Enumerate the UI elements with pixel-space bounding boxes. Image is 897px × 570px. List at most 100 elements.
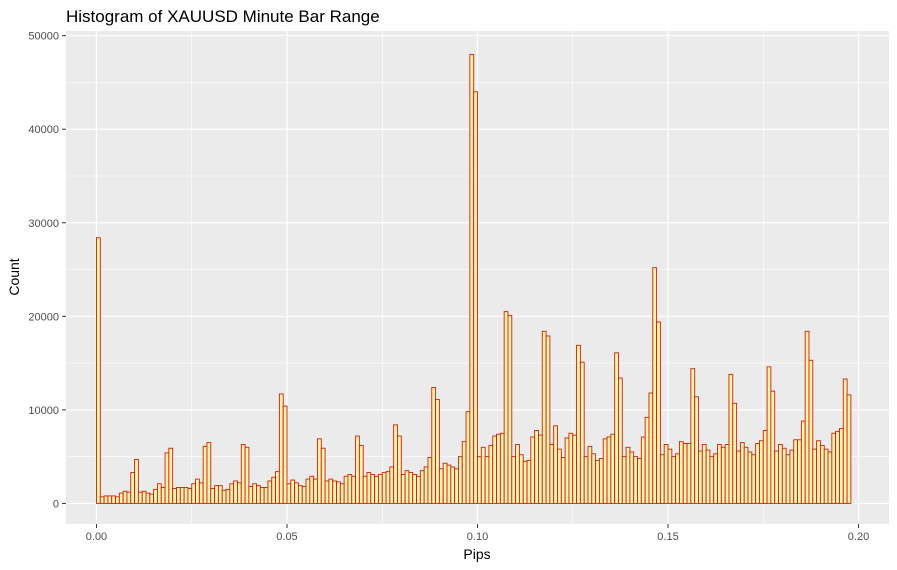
- histogram-bar: [747, 451, 753, 504]
- histogram-bar: [560, 457, 566, 504]
- histogram-bar: [381, 472, 387, 504]
- histogram-bar: [522, 460, 528, 504]
- histogram-bar: [496, 433, 501, 504]
- histogram-bar: [305, 478, 311, 504]
- histogram-bar: [370, 473, 376, 504]
- histogram-bar: [217, 485, 223, 504]
- histogram-bar: [728, 373, 734, 504]
- y-tick-label: 40000: [28, 124, 59, 136]
- histogram-bar: [762, 430, 768, 504]
- x-tick-label: 0.15: [657, 531, 678, 543]
- y-tick-label: 10000: [28, 405, 59, 417]
- histogram-bar: [328, 478, 334, 504]
- histogram-bar: [659, 454, 665, 504]
- histogram-bar: [244, 446, 250, 504]
- histogram-bar: [797, 439, 802, 504]
- histogram-bar: [579, 361, 585, 504]
- histogram-bar: [454, 468, 459, 504]
- histogram-bar: [503, 311, 509, 504]
- histogram-bar: [457, 456, 463, 504]
- histogram-bar: [126, 491, 132, 504]
- histogram-bar: [237, 482, 242, 504]
- histogram-bar: [800, 420, 806, 504]
- histogram-bar: [248, 486, 254, 504]
- histogram-bar: [804, 330, 810, 504]
- histogram-bar: [545, 335, 551, 504]
- histogram-bar: [103, 495, 109, 504]
- histogram-bar: [168, 447, 174, 504]
- histogram-bar: [183, 487, 189, 504]
- histogram-bar: [461, 441, 467, 504]
- histogram-bar: [557, 448, 562, 504]
- histogram-bar: [488, 444, 494, 504]
- histogram-bar: [465, 411, 471, 504]
- chart-title: Histogram of XAUUSD Minute Bar Range: [66, 7, 380, 26]
- histogram-bar: [96, 237, 101, 504]
- histogram-bar: [362, 475, 368, 504]
- histogram-bar: [438, 468, 444, 504]
- histogram-bar: [633, 456, 638, 504]
- histogram-bar: [404, 470, 410, 504]
- histogram-bar: [781, 447, 787, 504]
- histogram-bar: [469, 53, 475, 504]
- histogram-bar: [572, 434, 578, 504]
- histogram-bar: [233, 480, 238, 504]
- histogram-bar: [530, 436, 536, 504]
- histogram-bar: [263, 487, 269, 504]
- histogram-bar: [374, 475, 379, 504]
- histogram-bar: [526, 459, 532, 504]
- histogram-bar: [835, 430, 840, 504]
- histogram-bar: [431, 386, 437, 504]
- histogram-bar: [355, 435, 360, 504]
- histogram-bar: [614, 352, 619, 504]
- histogram-bar: [294, 482, 299, 504]
- histogram-bar: [656, 321, 661, 504]
- histogram-bar: [484, 456, 490, 504]
- histogram-bar: [610, 433, 616, 504]
- histogram-bar: [583, 456, 589, 504]
- histogram-bar: [652, 267, 658, 504]
- histogram-bar: [290, 479, 296, 504]
- histogram-bar: [267, 480, 273, 504]
- histogram-bar: [720, 446, 726, 504]
- histogram-bar: [759, 440, 764, 504]
- histogram-bar: [663, 444, 669, 504]
- histogram-bar: [317, 438, 322, 504]
- histogram-bar: [385, 471, 391, 504]
- histogram-bar: [393, 424, 398, 504]
- histogram-bar: [595, 459, 600, 504]
- histogram-bar: [785, 454, 791, 504]
- histogram-bar: [518, 454, 524, 504]
- histogram-bar: [324, 480, 330, 504]
- histogram-bar: [701, 444, 707, 504]
- histogram-bar: [450, 466, 456, 504]
- histogram-bar: [640, 436, 646, 504]
- histogram-bar: [732, 402, 738, 504]
- histogram-bar: [743, 446, 749, 504]
- x-tick-label: 0.00: [86, 531, 107, 543]
- histogram-bar: [827, 451, 833, 504]
- histogram-bar: [789, 449, 795, 504]
- histogram-bar: [507, 314, 513, 504]
- histogram-bar: [366, 472, 372, 504]
- histogram-bar: [671, 456, 677, 504]
- histogram-bar: [480, 446, 486, 504]
- histogram-bar: [678, 441, 684, 504]
- histogram-bar: [111, 495, 116, 504]
- histogram-bar: [637, 458, 642, 504]
- histogram-bar: [823, 448, 829, 504]
- y-tick-label: 30000: [28, 218, 59, 230]
- histogram-bar: [313, 478, 318, 504]
- histogram-bar: [541, 330, 547, 504]
- histogram-bar: [347, 473, 353, 504]
- histogram-bar: [846, 394, 852, 504]
- y-tick-label: 50000: [28, 31, 59, 43]
- histogram-bar: [160, 487, 166, 504]
- histogram-bar: [301, 486, 307, 504]
- histogram-bar: [736, 450, 741, 504]
- histogram-bar: [118, 492, 124, 504]
- histogram-bar: [770, 390, 776, 504]
- histogram-bar: [713, 453, 718, 504]
- x-axis: 0.00 0.05 0.10 0.15 0.20: [86, 524, 869, 543]
- histogram-bar: [816, 440, 821, 504]
